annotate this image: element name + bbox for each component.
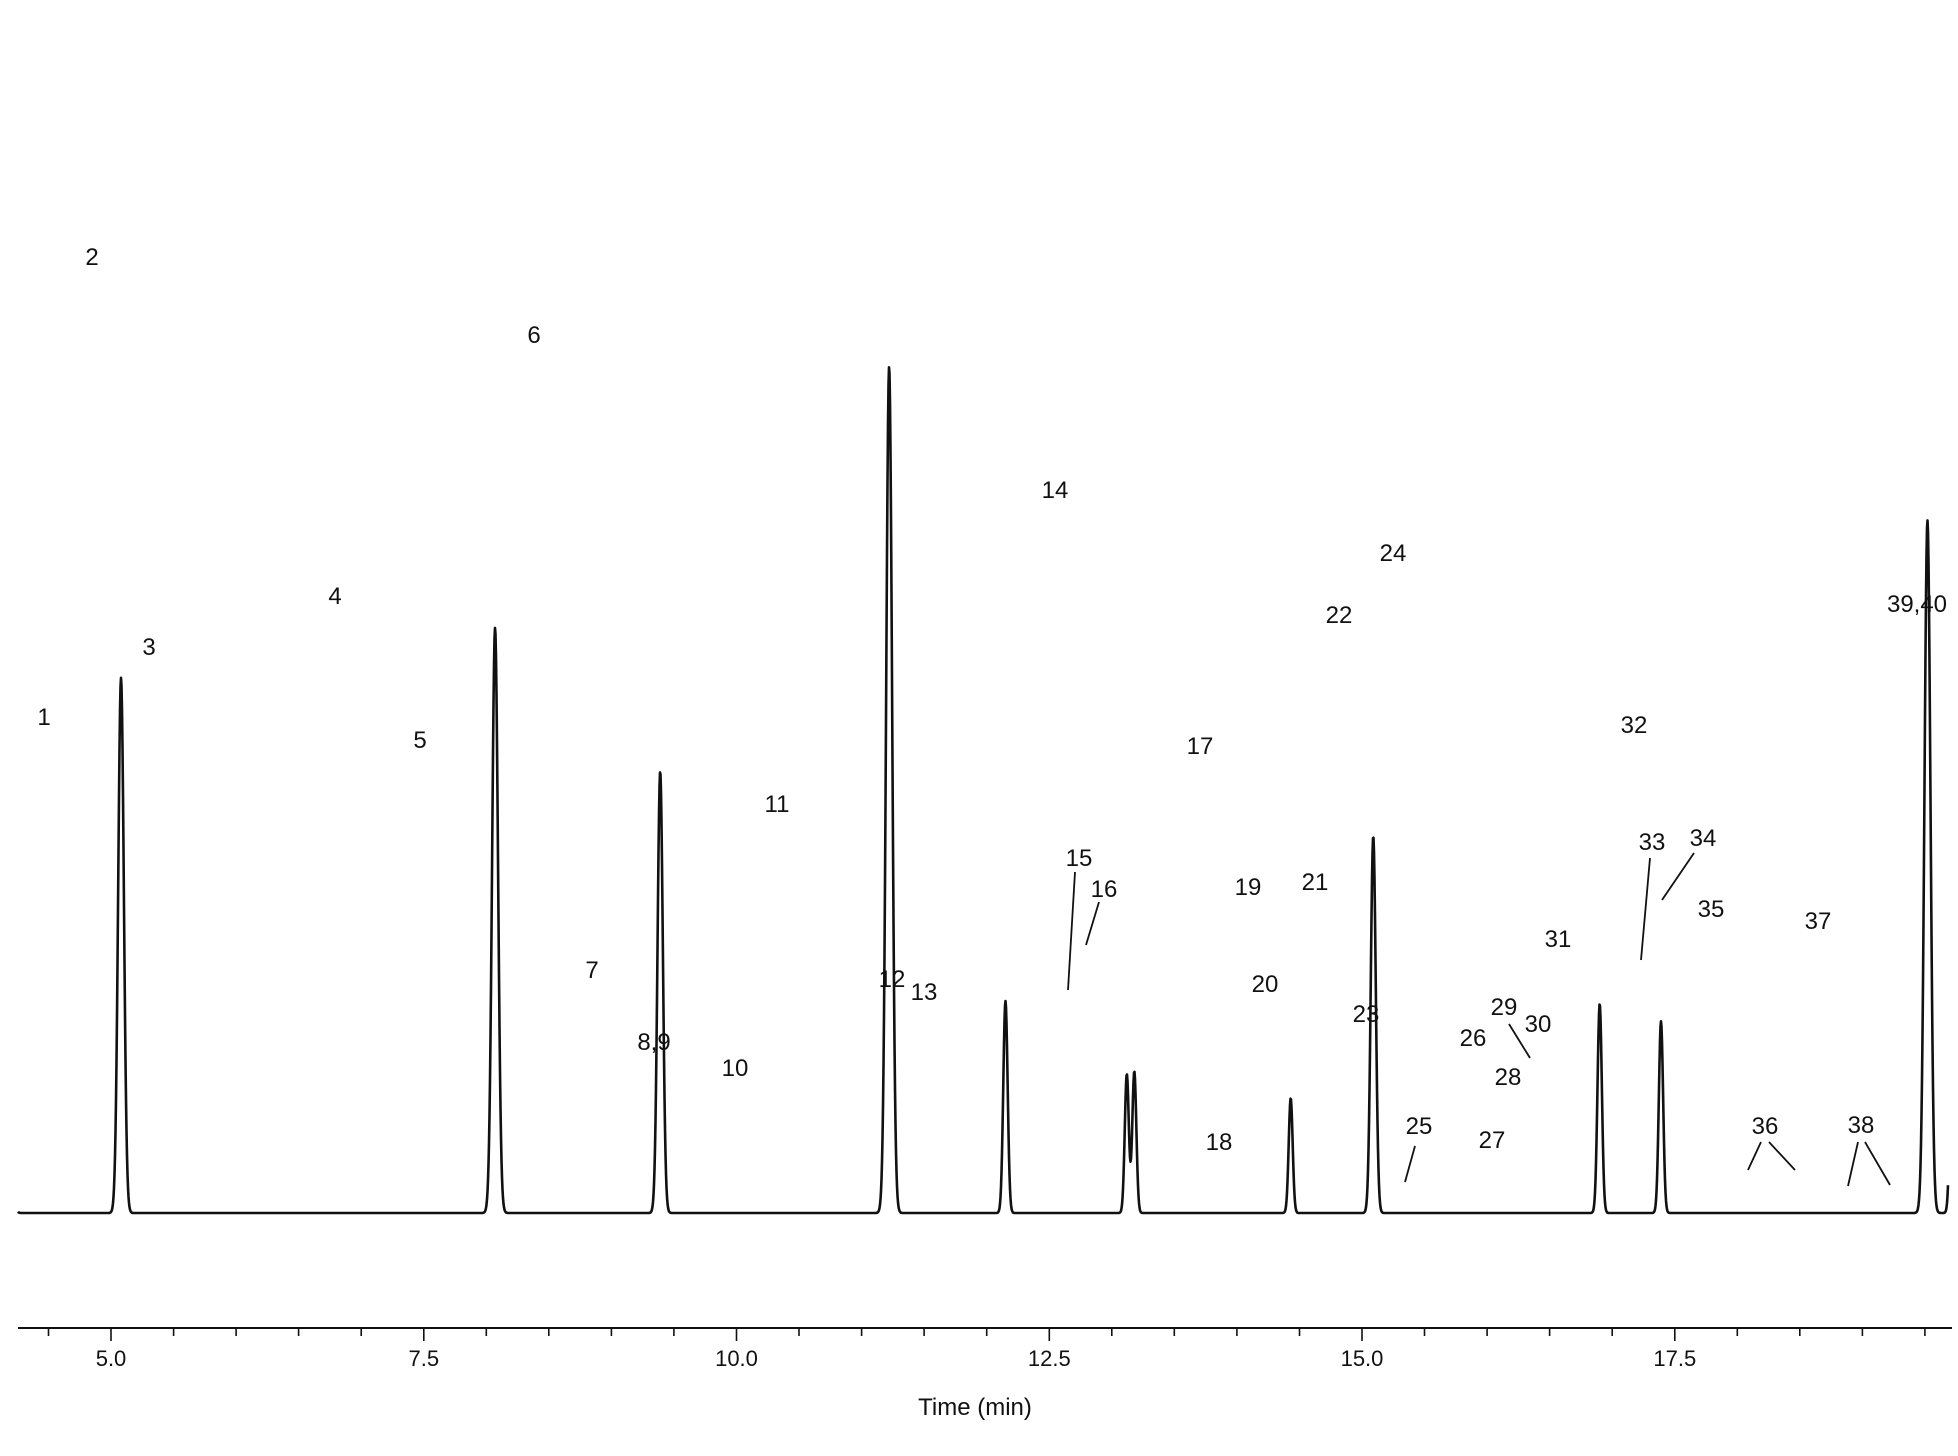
peak-label-30: 30 [1525, 1011, 1552, 1038]
peak-label-17: 17 [1187, 733, 1214, 760]
peak-label-39-40: 39,40 [1887, 591, 1947, 618]
peak-label-37: 37 [1805, 908, 1832, 935]
leader-line-33 [1640, 857, 1651, 961]
peak-label-13: 13 [911, 979, 938, 1006]
leader-line-16 [1085, 901, 1100, 946]
peak-label-21: 21 [1302, 869, 1329, 896]
peak-label-33: 33 [1639, 829, 1666, 856]
peak-label-28: 28 [1495, 1064, 1522, 1091]
peak-label-35: 35 [1698, 896, 1725, 923]
leader-line-38b [1864, 1141, 1891, 1186]
peak-label-6: 6 [527, 322, 540, 349]
x-tick-label: 12.5 [1028, 1346, 1071, 1371]
peak-label-31: 31 [1545, 926, 1572, 953]
peak-label-19: 19 [1235, 874, 1262, 901]
peak-label-23: 23 [1353, 1001, 1380, 1028]
peak-leader-lines [1067, 852, 1891, 1187]
peak-label-18: 18 [1206, 1129, 1233, 1156]
peak-label-38: 38 [1848, 1112, 1875, 1139]
peak-label-15: 15 [1066, 845, 1093, 872]
peak-label-14: 14 [1042, 477, 1069, 504]
chromatogram-trace [16, 366, 1950, 1215]
leader-line-25 [1404, 1145, 1416, 1183]
leader-line-34 [1661, 852, 1695, 901]
peak-label-26: 26 [1460, 1025, 1487, 1052]
peak-label-24: 24 [1380, 540, 1407, 567]
x-axis-ticks [47, 1328, 1926, 1341]
peak-label-1: 1 [37, 704, 50, 731]
x-axis-tick-labels: 5.07.510.012.515.017.520.022.525.027.530… [96, 1346, 1697, 1371]
peak-label-11: 11 [765, 791, 790, 818]
peak-label-16: 16 [1091, 876, 1118, 903]
x-tick-label: 7.5 [409, 1346, 440, 1371]
peak-label-7: 7 [585, 957, 598, 984]
x-axis: 5.07.510.012.515.017.520.022.525.027.530… [18, 1327, 1952, 1421]
peak-label-4: 4 [328, 583, 341, 610]
peak-label-32: 32 [1621, 712, 1648, 739]
x-tick-label: 5.0 [96, 1346, 127, 1371]
peak-label-34: 34 [1690, 825, 1717, 852]
peak-label-36: 36 [1752, 1113, 1779, 1140]
leader-line-15 [1067, 871, 1076, 991]
x-axis-title: Time (min) [918, 1394, 1032, 1421]
peak-label-25: 25 [1406, 1113, 1433, 1140]
peak-label-5: 5 [413, 727, 426, 754]
peak-label-12: 12 [879, 966, 906, 993]
peak-label-2: 2 [85, 244, 98, 271]
peak-label-22: 22 [1326, 602, 1353, 629]
peak-label-3: 3 [142, 634, 155, 661]
x-tick-label: 17.5 [1653, 1346, 1696, 1371]
peak-label-8-9: 8,9 [637, 1029, 670, 1056]
peak-label-20: 20 [1252, 971, 1279, 998]
leader-line-38a [1847, 1141, 1859, 1187]
x-tick-label: 10.0 [715, 1346, 758, 1371]
x-tick-label: 15.0 [1341, 1346, 1384, 1371]
peak-label-29: 29 [1491, 994, 1518, 1021]
leader-line-36b [1768, 1141, 1796, 1171]
peak-label-10: 10 [722, 1055, 749, 1082]
leader-line-36a [1747, 1141, 1762, 1171]
peak-label-27: 27 [1479, 1127, 1506, 1154]
leader-line-29 [1508, 1023, 1531, 1059]
